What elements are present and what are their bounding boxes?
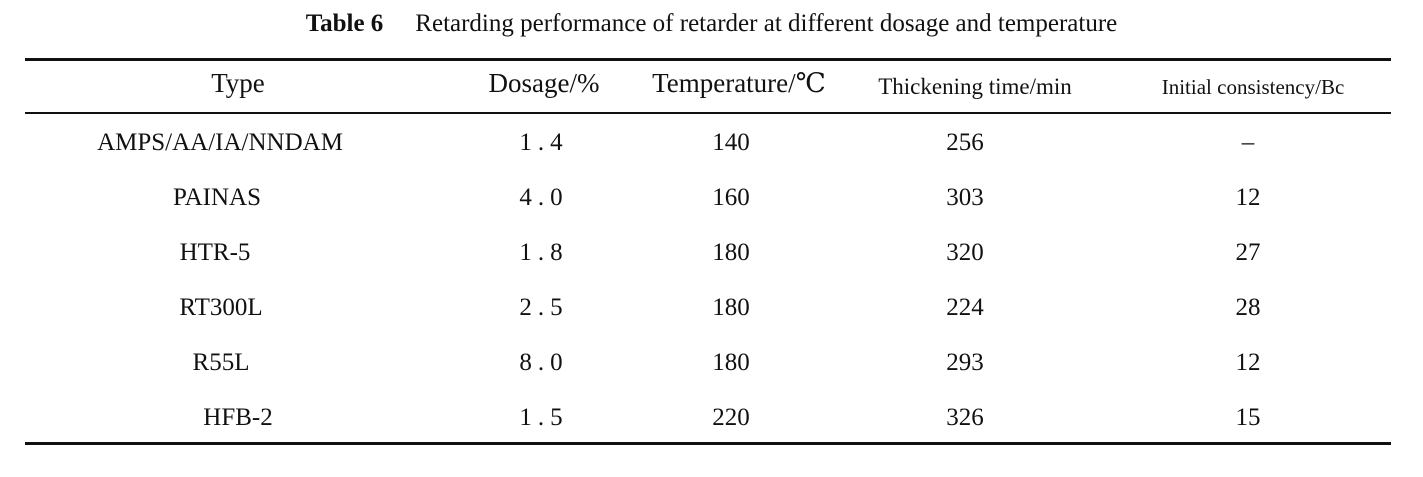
- cell-dosage: 1.5: [519, 404, 569, 431]
- table-title: Retarding performance of retarder at dif…: [415, 10, 1118, 37]
- cell-thickening-time: 293: [946, 349, 984, 376]
- cell-dosage: 8.0: [519, 349, 569, 376]
- cell-type: R55L: [192, 349, 250, 376]
- cell-dosage: 2.5: [519, 294, 569, 321]
- cell-initial-consistency: 27: [1235, 239, 1261, 266]
- header-initial-consistency: Initial consistency/Bc: [1161, 75, 1345, 99]
- cell-temperature: 220: [712, 404, 750, 431]
- cell-type: RT300L: [179, 294, 263, 321]
- header-thickening-time: Thickening time/min: [878, 74, 1072, 99]
- cell-temperature: 180: [712, 294, 750, 321]
- cell-temperature: 180: [712, 239, 750, 266]
- cell-initial-consistency: 28: [1235, 294, 1261, 321]
- cell-temperature: 140: [712, 129, 750, 156]
- cell-initial-consistency: –: [1241, 129, 1255, 156]
- cell-thickening-time: 224: [946, 294, 984, 321]
- cell-temperature: 180: [712, 349, 750, 376]
- cell-temperature: 160: [712, 184, 750, 211]
- cell-initial-consistency: 15: [1235, 404, 1261, 431]
- cell-thickening-time: 303: [946, 184, 984, 211]
- header-type: Type: [211, 68, 265, 98]
- cell-dosage: 1.8: [519, 239, 569, 266]
- header-rule: [25, 112, 1391, 114]
- cell-type: AMPS/AA/IA/NNDAM: [97, 129, 343, 156]
- cell-initial-consistency: 12: [1235, 184, 1261, 211]
- cell-dosage: 4.0: [519, 184, 569, 211]
- top-rule: [25, 58, 1391, 61]
- cell-type: HFB-2: [203, 404, 273, 431]
- cell-thickening-time: 320: [946, 239, 984, 266]
- cell-dosage: 1.4: [519, 129, 569, 156]
- header-temperature: Temperature/℃: [652, 68, 826, 98]
- table-caption: Table 6 Retarding performance of retarder…: [0, 10, 1423, 38]
- table-label: Table 6: [305, 10, 384, 37]
- bottom-rule: [25, 442, 1391, 445]
- cell-thickening-time: 326: [946, 404, 984, 431]
- cell-initial-consistency: 12: [1235, 349, 1261, 376]
- header-dosage: Dosage/%: [488, 68, 600, 98]
- cell-type: PAINAS: [172, 184, 262, 211]
- cell-thickening-time: 256: [946, 129, 984, 156]
- cell-type: HTR-5: [179, 239, 251, 266]
